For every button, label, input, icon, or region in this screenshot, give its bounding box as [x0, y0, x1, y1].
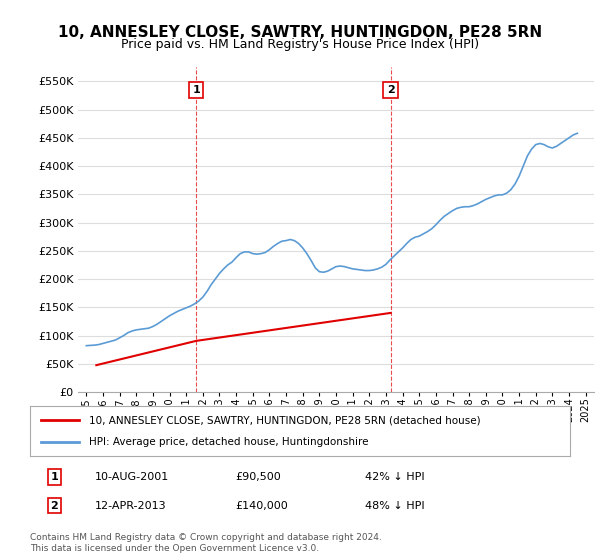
Text: 10-AUG-2001: 10-AUG-2001 — [95, 472, 169, 482]
Text: 10, ANNESLEY CLOSE, SAWTRY, HUNTINGDON, PE28 5RN (detached house): 10, ANNESLEY CLOSE, SAWTRY, HUNTINGDON, … — [89, 415, 481, 425]
Text: HPI: Average price, detached house, Huntingdonshire: HPI: Average price, detached house, Hunt… — [89, 437, 369, 447]
Text: 2: 2 — [50, 501, 58, 511]
Text: 1: 1 — [50, 472, 58, 482]
Text: £90,500: £90,500 — [235, 472, 281, 482]
Text: Contains HM Land Registry data © Crown copyright and database right 2024.
This d: Contains HM Land Registry data © Crown c… — [30, 533, 382, 553]
Text: 10, ANNESLEY CLOSE, SAWTRY, HUNTINGDON, PE28 5RN: 10, ANNESLEY CLOSE, SAWTRY, HUNTINGDON, … — [58, 25, 542, 40]
Text: 1: 1 — [193, 85, 200, 95]
Text: 48% ↓ HPI: 48% ↓ HPI — [365, 501, 424, 511]
Text: £140,000: £140,000 — [235, 501, 288, 511]
Text: 42% ↓ HPI: 42% ↓ HPI — [365, 472, 424, 482]
Text: 12-APR-2013: 12-APR-2013 — [95, 501, 166, 511]
Text: Price paid vs. HM Land Registry's House Price Index (HPI): Price paid vs. HM Land Registry's House … — [121, 38, 479, 50]
Text: 2: 2 — [387, 85, 394, 95]
